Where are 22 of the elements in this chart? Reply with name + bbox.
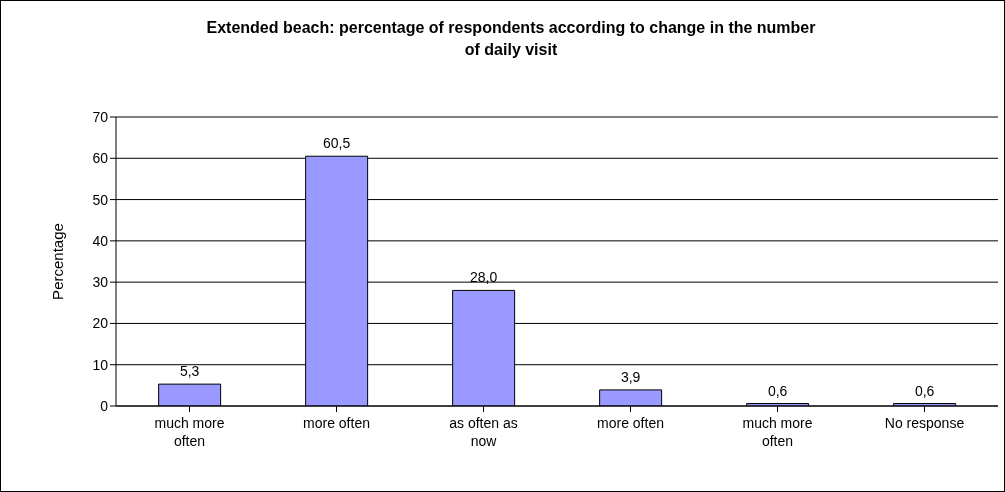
y-tick-label: 10	[92, 356, 109, 373]
x-tick-label: much more often	[154, 415, 225, 449]
x-tick-label: more often	[303, 415, 370, 431]
y-tick-label: 70	[92, 108, 109, 125]
data-label: 3,9	[620, 368, 641, 385]
x-tick-label: as often as now	[449, 415, 518, 449]
y-tick-label: 40	[92, 232, 109, 249]
chart-title: Extended beach: percentage of respondents according to change in the number of daily visit	[205, 18, 817, 60]
data-label: 0,6	[914, 382, 935, 399]
x-tick-label: much more often	[742, 415, 813, 449]
data-label: 0,6	[767, 382, 788, 399]
y-tick-label: 30	[92, 274, 109, 291]
y-tick-label: 50	[92, 191, 109, 208]
data-label: 28,0	[470, 269, 498, 286]
x-tick-label: No response	[884, 415, 965, 431]
data-label: 5,3	[179, 363, 200, 380]
y-tick-label: 20	[92, 315, 109, 332]
y-axis-title: Percentage	[49, 223, 67, 300]
y-tick-label: 0	[100, 397, 109, 414]
y-tick-label: 60	[92, 150, 109, 167]
data-label: 60,5	[323, 135, 351, 152]
x-tick-label: more often	[597, 415, 664, 431]
